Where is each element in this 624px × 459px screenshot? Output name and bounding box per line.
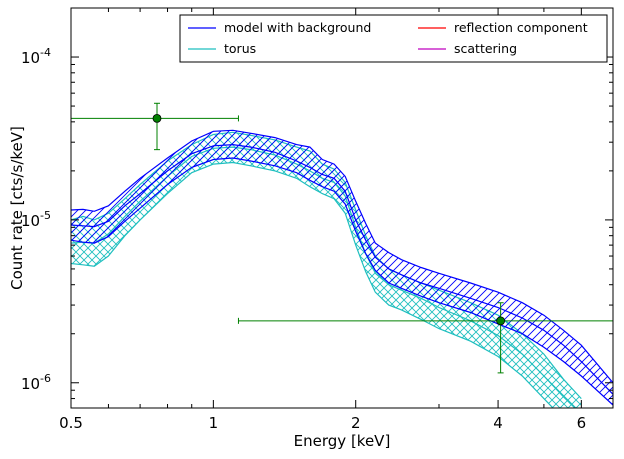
data-point-1 xyxy=(71,102,239,151)
model-with-background-band-fill xyxy=(71,130,613,406)
torus-lower-line xyxy=(71,161,554,408)
x-axis-label: Energy [keV] xyxy=(294,432,391,450)
x-tick-label: 4 xyxy=(493,414,503,432)
y-tick-label: 10-6 xyxy=(21,372,51,393)
model-with-background-upper-line xyxy=(71,129,613,384)
data-point-2 xyxy=(237,302,613,374)
y-axis-label: Count rate [cts/s/keV] xyxy=(8,126,26,290)
model-with-background-line xyxy=(71,143,613,395)
axis-ticks xyxy=(70,8,613,408)
legend-label-scattering: scattering xyxy=(454,41,517,56)
x-tick-label: 0.5 xyxy=(59,414,83,432)
x-tick-label: 6 xyxy=(577,414,587,432)
y-tick-label: 10-4 xyxy=(21,46,51,67)
legend-label-reflection-component: reflection component xyxy=(454,20,588,35)
axis-tick-labels: 0.5 1 2 4 6 10-6 10-5 10-4 xyxy=(21,46,586,432)
legend: model with background torus reflection com… xyxy=(179,14,608,63)
data-marker xyxy=(152,113,162,123)
legend-label-torus: torus xyxy=(224,41,256,56)
axes-frame xyxy=(70,7,614,409)
y-tick-label: 10-5 xyxy=(21,209,51,230)
data-marker xyxy=(496,316,506,326)
data-points xyxy=(71,102,613,374)
legend-box xyxy=(179,14,608,63)
legend-label-model-with-background: model with background xyxy=(224,20,371,35)
x-tick-label: 2 xyxy=(351,414,361,432)
plot-area xyxy=(71,102,613,408)
x-tick-label: 1 xyxy=(209,414,219,432)
